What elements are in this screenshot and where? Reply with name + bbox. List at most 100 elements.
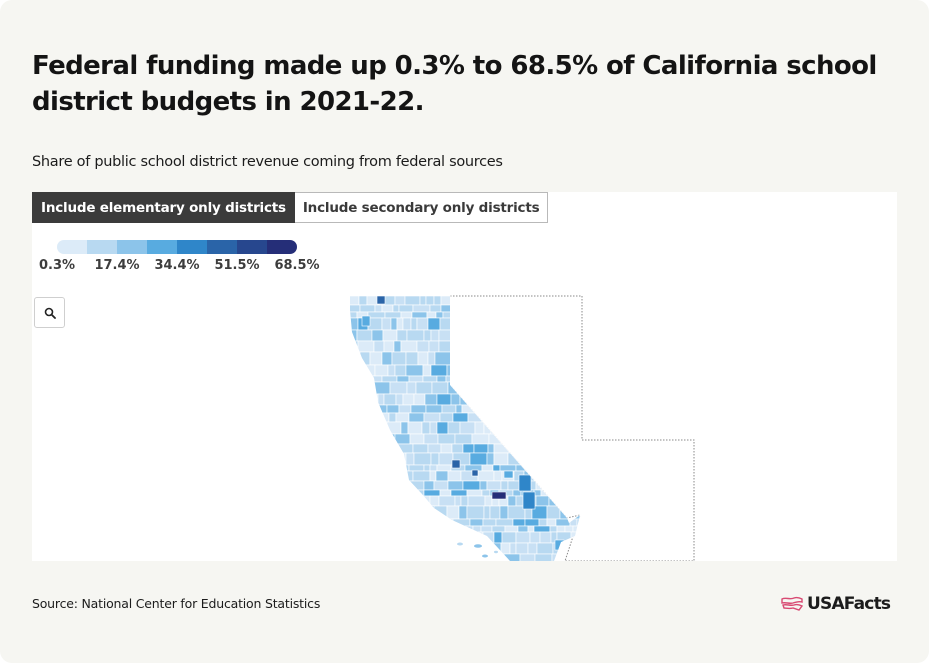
district[interactable] [569, 518, 578, 527]
district[interactable] [347, 470, 365, 482]
district[interactable] [408, 464, 425, 472]
district[interactable] [482, 518, 497, 527]
district[interactable] [455, 404, 463, 414]
district[interactable] [481, 464, 494, 472]
district[interactable] [588, 341, 595, 352]
district[interactable] [347, 340, 359, 353]
district[interactable] [439, 412, 454, 423]
district[interactable] [441, 404, 457, 414]
district[interactable] [509, 542, 517, 555]
district[interactable] [357, 452, 371, 466]
district[interactable] [392, 304, 400, 313]
district[interactable] [402, 531, 421, 544]
district[interactable] [425, 531, 435, 544]
district[interactable] [425, 553, 434, 561]
district[interactable] [376, 433, 386, 445]
district[interactable] [353, 375, 364, 383]
district[interactable] [492, 464, 501, 472]
district[interactable] [412, 505, 420, 520]
district[interactable] [411, 525, 422, 533]
district[interactable] [376, 525, 385, 533]
district[interactable] [347, 393, 354, 406]
district[interactable] [438, 452, 454, 466]
district[interactable] [451, 443, 464, 454]
district[interactable] [439, 489, 452, 497]
district[interactable] [500, 480, 509, 491]
district[interactable] [389, 489, 406, 497]
district[interactable] [586, 405, 602, 413]
district[interactable] [423, 329, 432, 342]
district[interactable] [493, 531, 503, 544]
district[interactable] [438, 329, 452, 342]
district[interactable] [434, 351, 453, 366]
district[interactable] [452, 412, 469, 423]
district[interactable] [507, 505, 526, 520]
district[interactable] [477, 470, 495, 482]
district[interactable] [418, 505, 427, 520]
district[interactable] [472, 525, 482, 533]
district[interactable] [358, 296, 368, 306]
district[interactable] [347, 296, 360, 306]
district[interactable] [369, 351, 383, 366]
district[interactable] [363, 470, 381, 482]
district[interactable] [529, 531, 541, 544]
district[interactable] [393, 340, 402, 353]
district[interactable] [372, 518, 381, 527]
district[interactable] [347, 351, 361, 366]
district[interactable] [356, 495, 370, 507]
district[interactable] [487, 443, 495, 454]
district[interactable] [347, 480, 365, 491]
toggle-elementary-districts[interactable]: Include elementary only districts [32, 192, 295, 223]
district[interactable] [394, 364, 407, 377]
district[interactable] [357, 364, 365, 377]
district[interactable] [585, 305, 594, 312]
district[interactable] [371, 329, 384, 342]
district[interactable] [483, 505, 491, 520]
district[interactable] [369, 452, 383, 466]
district[interactable] [447, 470, 462, 482]
district[interactable] [432, 518, 440, 527]
district[interactable] [427, 351, 436, 366]
district[interactable] [404, 489, 418, 497]
district[interactable] [379, 470, 396, 482]
district[interactable] [398, 404, 412, 414]
district[interactable] [479, 480, 488, 491]
district[interactable] [462, 480, 481, 491]
usafacts-logo[interactable]: USAFacts [780, 594, 891, 614]
district[interactable] [384, 553, 397, 561]
district[interactable] [586, 376, 598, 382]
district[interactable] [379, 518, 391, 527]
district[interactable] [416, 340, 430, 353]
district[interactable] [585, 422, 596, 434]
district[interactable] [407, 421, 423, 435]
district[interactable] [381, 452, 391, 466]
district[interactable] [450, 489, 468, 497]
district[interactable] [454, 531, 472, 544]
district[interactable] [413, 393, 426, 406]
district[interactable] [360, 489, 369, 497]
district[interactable] [433, 296, 442, 306]
district[interactable] [389, 452, 400, 466]
district[interactable] [426, 311, 437, 319]
district[interactable] [371, 375, 383, 383]
district[interactable] [538, 518, 548, 527]
district[interactable] [416, 317, 429, 331]
district[interactable] [489, 505, 501, 520]
district-high[interactable] [518, 474, 532, 492]
district[interactable] [404, 296, 421, 306]
district[interactable] [436, 421, 449, 435]
district[interactable] [507, 480, 521, 491]
district-highest[interactable] [491, 491, 507, 500]
district[interactable] [480, 525, 493, 533]
district[interactable] [357, 505, 368, 520]
district[interactable] [501, 531, 517, 544]
district[interactable] [425, 404, 443, 414]
district[interactable] [412, 443, 429, 454]
district[interactable] [410, 317, 418, 331]
district[interactable] [357, 381, 374, 395]
district[interactable] [403, 495, 418, 507]
district[interactable] [368, 531, 385, 544]
district[interactable] [564, 525, 574, 533]
district[interactable] [403, 518, 419, 527]
district[interactable] [408, 375, 424, 383]
